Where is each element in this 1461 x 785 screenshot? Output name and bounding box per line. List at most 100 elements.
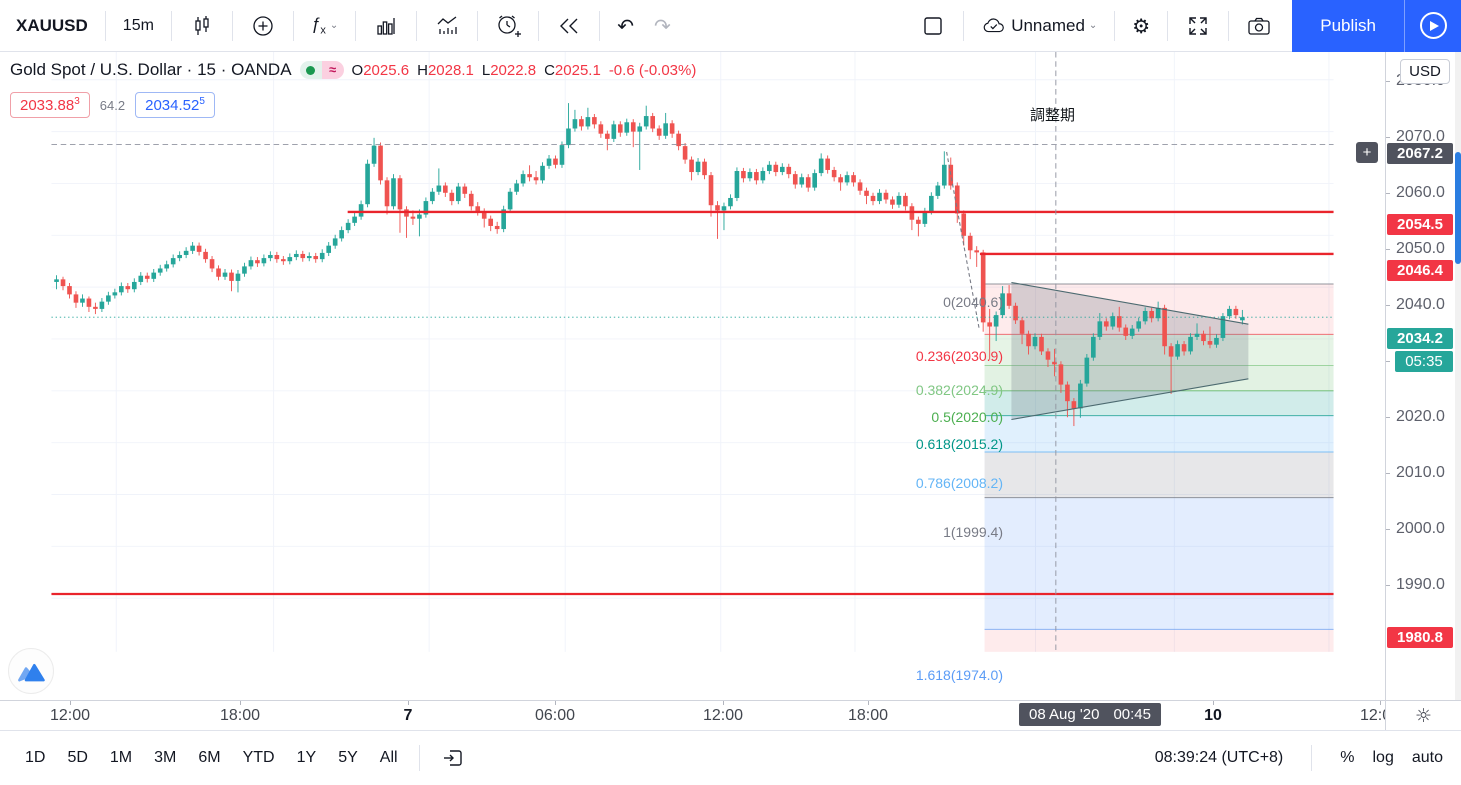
camera-icon — [1246, 13, 1272, 39]
indicator-templates-button[interactable] — [363, 7, 409, 45]
symbol-button[interactable]: XAUUSD — [0, 7, 98, 45]
separator — [355, 10, 357, 41]
separator — [104, 10, 106, 41]
time-tick-label: 7 — [403, 707, 413, 724]
page-scrollbar[interactable] — [1455, 52, 1461, 700]
redo-button[interactable]: ↷ — [644, 7, 681, 45]
time-tick-mark — [408, 701, 409, 705]
time-tick-label: 12:00 — [1359, 707, 1385, 724]
price-axis[interactable]: USD 2080.02070.02060.02050.02040.02030.0… — [1385, 52, 1461, 700]
gear-icon: ⚙ — [1132, 13, 1151, 38]
bid-ask-row: 2033.883 64.2 2034.525 — [10, 92, 215, 118]
time-tick-label: 10 — [1204, 707, 1222, 724]
sun-icon[interactable]: ☼ — [1414, 704, 1433, 727]
price-tick-label: 2040.0 — [1386, 296, 1461, 314]
chart-pane[interactable]: Gold Spot / U.S. Dollar · 15 · OANDA ≈ O… — [0, 52, 1385, 700]
compare-button[interactable] — [240, 7, 286, 45]
text-annotation[interactable]: 調整期 — [1030, 107, 1076, 124]
go-to-date-button[interactable] — [430, 739, 476, 777]
chart-canvas[interactable] — [0, 52, 1385, 700]
forecast-button[interactable] — [424, 7, 470, 45]
saved-layout-button[interactable]: Unnamed ⌄ — [971, 7, 1107, 45]
price-badge: 2054.5 — [1387, 214, 1453, 236]
watermark-logo[interactable] — [8, 648, 54, 694]
chevron-down-icon: ⌄ — [1088, 20, 1098, 31]
high-value: 2028.1 — [427, 61, 474, 79]
publish-button[interactable]: Publish — [1320, 15, 1376, 35]
zigzag-volume-icon — [434, 13, 460, 39]
range-button-5y[interactable]: 5Y — [329, 743, 367, 773]
clock-label[interactable]: 08:39:24 (UTC+8) — [1154, 749, 1284, 766]
time-axis[interactable]: 12:00 18:00 7 06:00 12:00 18:00 10 12:00 08 Aug … — [0, 700, 1385, 730]
currency-button[interactable]: USD — [1400, 59, 1450, 84]
toolbar-right-group: Unnamed ⌄ ⚙ — [910, 0, 1461, 52]
alarm-clock-plus-icon — [495, 13, 522, 39]
separator — [418, 745, 420, 771]
sell-price-button[interactable]: 2033.883 — [10, 92, 90, 118]
range-button-1d[interactable]: 1D — [16, 743, 54, 773]
separator — [1404, 0, 1405, 52]
fib-retracement-drawing[interactable] — [984, 283, 1334, 652]
percent-scale-button[interactable]: % — [1340, 749, 1355, 766]
time-tick-mark — [70, 701, 71, 705]
fib-level-label: 0.5(2020.0) — [931, 409, 1003, 425]
separator — [963, 10, 965, 41]
calendar-arrow-icon — [440, 745, 466, 771]
symbol-title[interactable]: Gold Spot / U.S. Dollar · 15 · OANDA — [10, 60, 292, 79]
undo-button[interactable]: ↶ — [607, 7, 644, 45]
price-tick-label: 2050.0 — [1386, 240, 1461, 258]
fullscreen-button[interactable] — [1175, 7, 1221, 45]
triangle-lower-edge[interactable] — [1011, 378, 1249, 421]
range-button-3m[interactable]: 3M — [145, 743, 185, 773]
range-button-1y[interactable]: 1Y — [288, 743, 326, 773]
indicators-button[interactable]: ƒx ⌄ — [301, 7, 348, 45]
price-badge: 1980.8 — [1387, 627, 1453, 649]
fx-indicators-icon: ƒx — [310, 14, 326, 37]
price-tick-label: 2010.0 — [1386, 464, 1461, 482]
add-alert-plus-button[interactable]: + — [1356, 142, 1378, 163]
time-tick-mark — [868, 701, 869, 705]
fib-level-label: 0.382(2024.9) — [915, 381, 1003, 398]
fib-level-label: 1.618(1974.0) — [915, 666, 1003, 683]
compare-add-icon — [250, 13, 276, 39]
range-button-5d[interactable]: 5D — [58, 743, 96, 773]
triangle-upper-edge[interactable] — [1011, 281, 1249, 325]
snapshot-button[interactable] — [1236, 7, 1282, 45]
layout-select-button[interactable] — [910, 7, 956, 45]
close-value: 2025.1 — [554, 61, 601, 79]
settings-button[interactable]: ⚙ — [1122, 7, 1160, 45]
crosshair-time-badge: 08 Aug '20 00:45 — [1019, 703, 1161, 726]
square-layout-icon — [920, 13, 946, 39]
fib-level-label: 0.786(2008.2) — [915, 475, 1003, 492]
alert-button[interactable] — [485, 7, 531, 45]
candlestick-chart-icon — [189, 13, 215, 39]
time-tick-label: 18:00 — [219, 707, 261, 724]
fullscreen-icon — [1185, 13, 1211, 39]
bar-replay-button[interactable] — [546, 7, 592, 45]
buy-price-button[interactable]: 2034.525 — [135, 92, 215, 118]
low-value: 2022.8 — [490, 61, 537, 79]
range-button-1m[interactable]: 1M — [101, 743, 141, 773]
price-badge: 2034.2 — [1387, 327, 1453, 349]
separator — [1228, 10, 1230, 41]
separator — [170, 10, 172, 41]
time-tick-mark — [240, 701, 241, 705]
chart-type-button[interactable] — [179, 7, 225, 45]
range-button-all[interactable]: All — [371, 743, 407, 773]
publish-play-button[interactable] — [1405, 0, 1461, 52]
candles[interactable] — [54, 103, 1245, 427]
separator — [231, 10, 233, 41]
play-icon — [1419, 12, 1447, 39]
ohlc-values: O2025.6 H2028.1 L2022.8 C2025.1 -0.6 (-0… — [351, 61, 697, 79]
interval-button[interactable]: 15m — [113, 7, 164, 45]
axis-corner: ☼ — [1385, 700, 1461, 730]
time-tick-mark — [1380, 701, 1381, 705]
scrollbar-thumb[interactable] — [1455, 152, 1461, 264]
auto-scale-button[interactable]: auto — [1411, 749, 1443, 766]
log-scale-button[interactable]: log — [1372, 749, 1394, 766]
range-button-ytd[interactable]: YTD — [234, 743, 284, 773]
bottom-toolbar: 1D 5D 1M 3M 6M YTD 1Y 5Y All 08:39:24 (UTC+8) % … — [0, 730, 1461, 785]
range-button-6m[interactable]: 6M — [189, 743, 229, 773]
fib-level-label: 0.618(2015.2) — [915, 435, 1003, 452]
fib-level-label: 0.236(2030.9) — [915, 347, 1003, 364]
